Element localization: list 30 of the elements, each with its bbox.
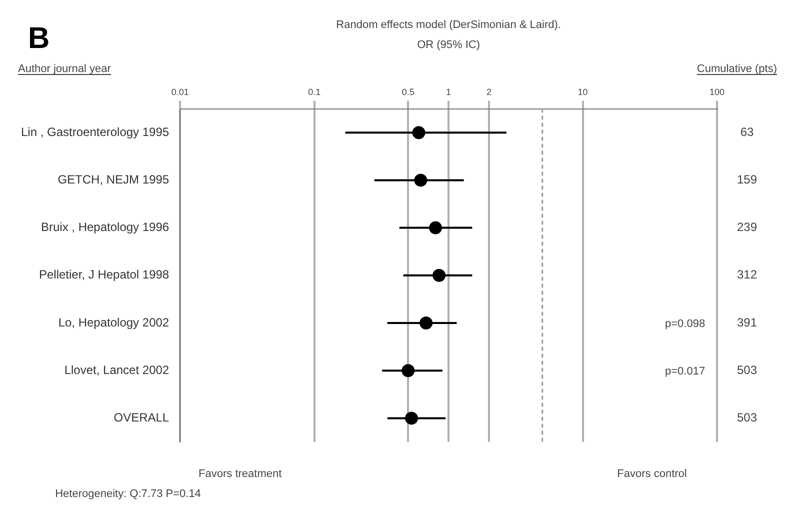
text: Favors treatment (198, 468, 282, 480)
y-tick-label: Pelletier, J Hepatol 1998 (39, 268, 170, 282)
x-tick-label: 0.5 (402, 86, 414, 97)
y2-tick-label: 503 (736, 362, 758, 377)
text: Heterogeneity: Q:7.73 P=0.14 (55, 488, 201, 500)
y-tick-label: OVERALL (114, 410, 170, 425)
x-tick-label: 100 (709, 86, 725, 97)
x-tick-label: 1 (446, 86, 452, 97)
y2-tick-label: 159 (736, 172, 758, 187)
y2-tick-label: 63 (740, 124, 754, 139)
annotation: p=0.017 (665, 366, 706, 378)
annotation: p=0.098 (665, 318, 706, 330)
x-tick-label: 0.01 (171, 86, 189, 97)
y2-tick-label: 239 (736, 220, 758, 234)
y2-tick-label: 391 (736, 315, 758, 330)
x-tick-label: 2 (486, 86, 492, 97)
x-tick-label: 10 (578, 86, 588, 97)
y-tick-label: GETCH, NEJM 1995 (58, 172, 170, 187)
text: Cumulative (pts) (696, 63, 777, 75)
x-tick-label: 0.1 (308, 86, 321, 97)
chart-subtitle: Random effects model (DerSimonian & Laird). OR (95% IC) (336, 19, 561, 51)
y-tick-label: Bruix , Hepatology 1996 (41, 220, 170, 234)
text: Favors control (617, 468, 687, 480)
y2-tick-label: 312 (736, 268, 758, 282)
text: Author journal year (18, 63, 112, 75)
y-tick-label: Llovet, Lancet 2002 (64, 362, 170, 377)
y2-tick-label: 503 (736, 410, 758, 425)
y-tick-label: Lo, Hepatology 2002 (58, 315, 170, 330)
y-tick-label: Lin , Gastroenterology 1995 (20, 124, 170, 139)
chart-title: B (28, 22, 50, 55)
